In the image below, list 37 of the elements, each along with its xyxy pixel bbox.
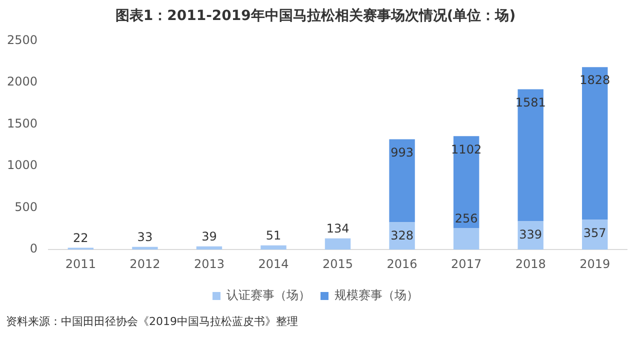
bar (132, 246, 158, 250)
legend-label: 规模赛事（场） (334, 288, 418, 302)
y-tick-label: 2000 (6, 74, 38, 89)
y-tick-label: 2500 (6, 32, 38, 47)
x-tick-label: 2016 (386, 256, 418, 271)
x-tick-label: 2014 (258, 256, 289, 271)
data-label: 339 (519, 227, 542, 242)
text: 资料来源：中国田田径协会《2019中国马拉松蓝皮书》整理 (5, 314, 299, 329)
bar (518, 89, 544, 222)
x-tick-label: 2019 (580, 256, 610, 271)
bar (582, 67, 608, 220)
x-tick-label: 2015 (322, 256, 354, 271)
x-tick-label: 2018 (515, 256, 546, 271)
bar (389, 139, 415, 222)
x-tick-label: 2012 (130, 256, 160, 271)
x-tick-label: 2013 (194, 256, 224, 271)
x-tick-label: 2011 (65, 256, 96, 271)
y-tick-label: 500 (14, 200, 38, 214)
bar (196, 246, 222, 250)
data-label: 134 (326, 222, 350, 236)
data-label: 51 (266, 228, 282, 242)
data-label: 328 (390, 228, 414, 242)
y-tick-label: 0 (30, 242, 38, 256)
data-label: 39 (202, 229, 217, 244)
data-label: 33 (137, 230, 153, 244)
y-tick-label: 1500 (6, 116, 38, 130)
bar (260, 245, 286, 250)
y-tick-label: 1000 (6, 158, 38, 172)
bar (324, 238, 351, 250)
x-tick-label: 2017 (451, 256, 482, 271)
data-label: 993 (390, 145, 414, 160)
legend-label: 认证赛事（场） (226, 288, 310, 302)
data-label: 256 (454, 211, 478, 226)
bar (453, 228, 480, 250)
data-label: 22 (73, 230, 88, 245)
chart-title: 图表1：2011-2019年中国马拉松相关赛事场次情况(单位：场) (115, 7, 516, 24)
data-label: 357 (583, 226, 606, 240)
